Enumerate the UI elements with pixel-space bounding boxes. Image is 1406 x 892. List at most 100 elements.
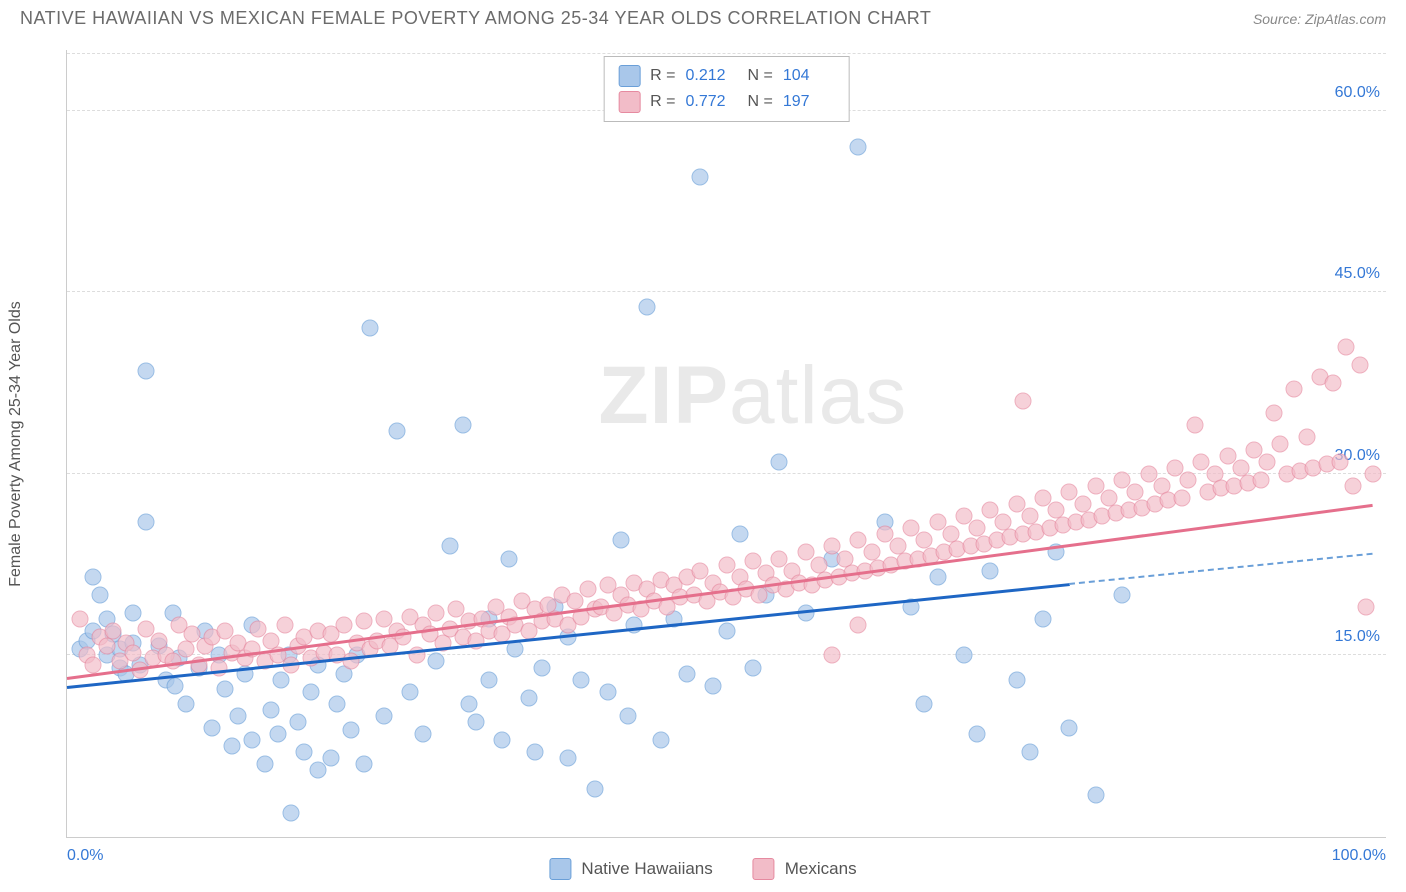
watermark-atlas: atlas — [729, 350, 907, 441]
scatter-point — [296, 744, 313, 761]
scatter-point — [718, 623, 735, 640]
scatter-point — [335, 617, 352, 634]
scatter-point — [494, 732, 511, 749]
gridline — [67, 53, 1386, 54]
scatter-point — [652, 732, 669, 749]
scatter-point — [573, 671, 590, 688]
scatter-point — [85, 657, 102, 674]
scatter-point — [342, 722, 359, 739]
scatter-point — [217, 681, 234, 698]
scatter-point — [388, 423, 405, 440]
scatter-point — [824, 647, 841, 664]
scatter-point — [580, 580, 597, 597]
scatter-point — [1186, 417, 1203, 434]
scatter-point — [1127, 483, 1144, 500]
scatter-point — [1015, 393, 1032, 410]
source-attribution: Source: ZipAtlas.com — [1253, 11, 1386, 27]
legend-swatch — [618, 91, 640, 113]
scatter-point — [322, 750, 339, 767]
scatter-point — [85, 568, 102, 585]
scatter-point — [527, 744, 544, 761]
scatter-point — [599, 683, 616, 700]
legend-swatch — [753, 858, 775, 880]
scatter-point — [744, 659, 761, 676]
scatter-point — [1087, 786, 1104, 803]
scatter-point — [1008, 671, 1025, 688]
scatter-point — [243, 732, 260, 749]
scatter-point — [692, 169, 709, 186]
scatter-point — [612, 532, 629, 549]
scatter-point — [72, 611, 89, 628]
scatter-point — [1061, 720, 1078, 737]
scatter-point — [223, 738, 240, 755]
scatter-point — [256, 756, 273, 773]
n-value: 104 — [783, 67, 835, 85]
scatter-point — [1265, 405, 1282, 422]
scatter-point — [771, 453, 788, 470]
scatter-point — [1345, 477, 1362, 494]
scatter-point — [167, 677, 184, 694]
y-tick-label: 45.0% — [1335, 265, 1380, 283]
scatter-point — [1285, 381, 1302, 398]
scatter-point — [929, 568, 946, 585]
r-label: R = — [650, 93, 675, 111]
scatter-point — [283, 804, 300, 821]
scatter-point — [916, 532, 933, 549]
legend-item: Native Hawaiians — [549, 858, 712, 880]
scatter-point — [1364, 465, 1381, 482]
scatter-point — [1298, 429, 1315, 446]
scatter-point — [1180, 471, 1197, 488]
scatter-point — [177, 695, 194, 712]
scatter-point — [916, 695, 933, 712]
source-prefix: Source: — [1253, 11, 1305, 27]
scatter-point — [639, 298, 656, 315]
scatter-point — [850, 617, 867, 634]
scatter-point — [355, 756, 372, 773]
y-axis-label: Female Poverty Among 25-34 Year Olds — [7, 301, 25, 587]
scatter-point — [98, 637, 115, 654]
scatter-point — [177, 641, 194, 658]
legend-top-row: R =0.772N =197 — [618, 89, 835, 115]
scatter-point — [329, 695, 346, 712]
plot-region: ZIPatlas R =0.212N =104R =0.772N =197 15… — [66, 50, 1386, 838]
scatter-point — [982, 562, 999, 579]
scatter-point — [138, 362, 155, 379]
gridline — [67, 291, 1386, 292]
scatter-point — [560, 750, 577, 767]
scatter-point — [276, 617, 293, 634]
scatter-point — [566, 592, 583, 609]
scatter-point — [272, 671, 289, 688]
scatter-point — [678, 665, 695, 682]
scatter-point — [461, 695, 478, 712]
scatter-point — [1232, 459, 1249, 476]
chart-area: Female Poverty Among 25-34 Year Olds ZIP… — [50, 50, 1386, 838]
scatter-point — [731, 526, 748, 543]
legend-swatch — [618, 65, 640, 87]
scatter-point — [355, 613, 372, 630]
legend-swatch — [549, 858, 571, 880]
r-value: 0.212 — [686, 67, 738, 85]
watermark: ZIPatlas — [598, 349, 907, 443]
scatter-point — [1272, 435, 1289, 452]
scatter-point — [415, 726, 432, 743]
scatter-point — [1331, 453, 1348, 470]
scatter-point — [481, 671, 498, 688]
scatter-point — [263, 701, 280, 718]
legend-bottom: Native Hawaiians Mexicans — [549, 858, 856, 880]
x-tick-label: 0.0% — [67, 847, 103, 865]
scatter-point — [138, 514, 155, 531]
scatter-point — [441, 538, 458, 555]
scatter-point — [810, 556, 827, 573]
x-tick-label: 100.0% — [1332, 847, 1386, 865]
legend-item: Mexicans — [753, 858, 857, 880]
scatter-point — [1074, 496, 1091, 513]
scatter-point — [1338, 338, 1355, 355]
scatter-point — [428, 653, 445, 670]
scatter-point — [230, 707, 247, 724]
legend-top: R =0.212N =104R =0.772N =197 — [603, 56, 850, 122]
scatter-point — [1325, 374, 1342, 391]
scatter-point — [969, 520, 986, 537]
legend-label: Native Hawaiians — [581, 859, 712, 879]
scatter-point — [520, 689, 537, 706]
scatter-point — [1358, 598, 1375, 615]
